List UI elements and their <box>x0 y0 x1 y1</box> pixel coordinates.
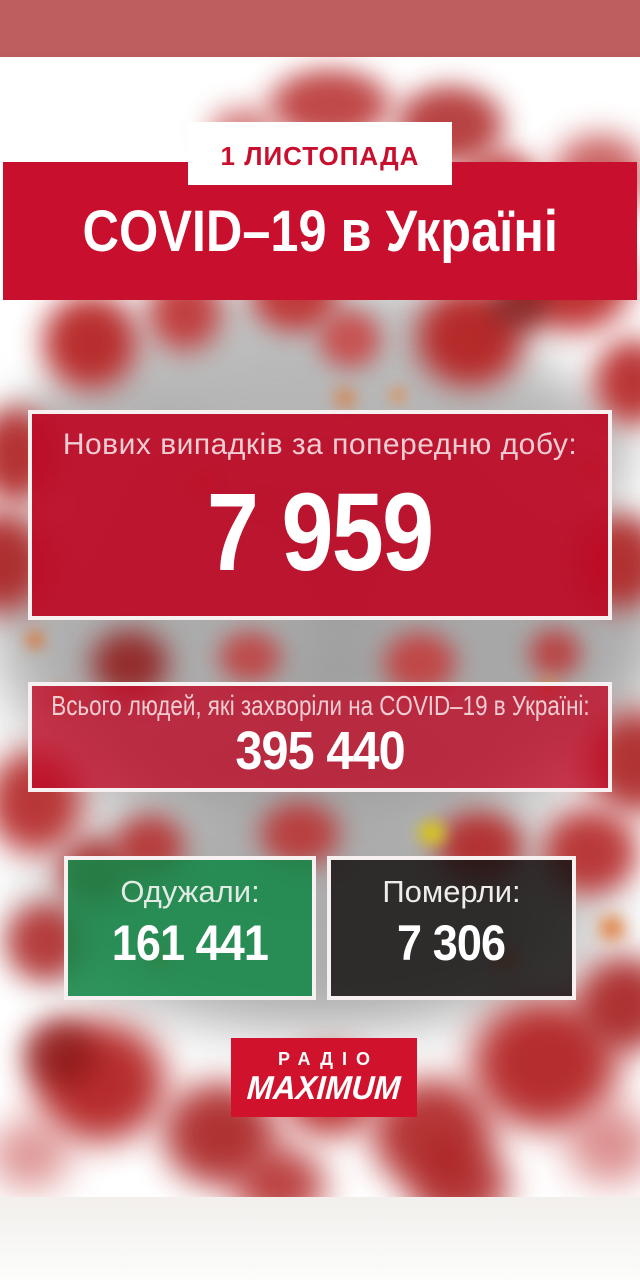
date-badge: 1 ЛИСТОПАДА <box>188 122 452 185</box>
radio-maximum-logo: РАДІО MAXIMUM <box>231 1038 417 1117</box>
new-cases-label: Нових випадків за попередню добу: <box>62 428 578 461</box>
new-cases-card: Нових випадків за попередню добу: 7 959 <box>28 410 612 620</box>
new-cases-value: 7 959 <box>207 471 434 594</box>
recovered-value: 161 441 <box>111 915 269 971</box>
top-bar <box>0 0 640 57</box>
recovered-label: Одужали: <box>120 874 260 909</box>
total-cases-card: Всього людей, які захворіли на COVID–19 … <box>28 682 612 792</box>
deaths-value: 7 306 <box>397 915 506 971</box>
logo-maximum-text: MAXIMUM <box>246 1068 402 1106</box>
recovered-card: Одужали: 161 441 <box>64 856 316 1000</box>
deaths-label: Померли: <box>382 874 521 909</box>
logo-radio-text: РАДІО <box>278 1048 379 1069</box>
deaths-card: Померли: 7 306 <box>327 856 576 1000</box>
bottom-strip <box>0 1197 640 1280</box>
total-cases-label: Всього людей, які захворіли на COVID–19 … <box>50 690 590 721</box>
total-cases-value: 395 440 <box>235 721 405 781</box>
covid-infographic-poster: 1 ЛИСТОПАДА COVID–19 в Україні Нових вип… <box>0 57 640 1197</box>
title-banner: COVID–19 в Україні <box>3 162 637 300</box>
page-title: COVID–19 в Україні <box>82 198 558 264</box>
date-text: 1 ЛИСТОПАДА <box>220 141 420 171</box>
